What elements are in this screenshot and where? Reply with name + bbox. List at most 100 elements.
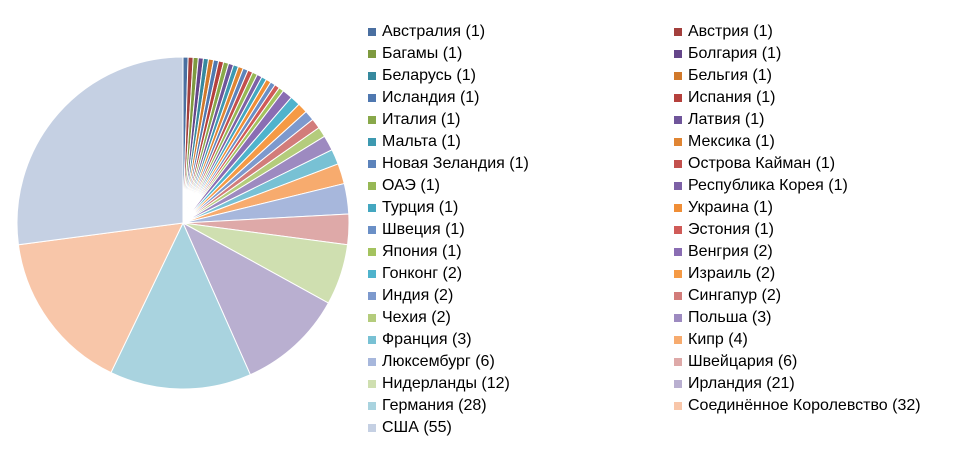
legend-item: Болгария (1) [674, 43, 781, 65]
legend-label: Сингапур (2) [688, 287, 782, 304]
legend-swatch [674, 94, 682, 102]
legend-label: Новая Зеландия (1) [382, 155, 529, 172]
legend-item: Италия (1) [368, 109, 460, 131]
legend-item: Венгрия (2) [674, 241, 773, 263]
legend-label: Индия (2) [382, 287, 454, 304]
legend-swatch [674, 50, 682, 58]
pie-slice-33 [181, 221, 330, 376]
legend-label: Республика Корея (1) [688, 177, 848, 194]
legend-item: Израиль (2) [674, 263, 775, 285]
legend-swatch [674, 160, 682, 168]
pie-chart [16, 56, 350, 390]
legend-item: Беларусь (1) [368, 65, 476, 87]
legend-item: Нидерланды (12) [368, 373, 510, 395]
legend-item: Багамы (1) [368, 43, 462, 65]
legend-swatch [368, 28, 376, 36]
pie-slice-35 [17, 222, 184, 374]
legend-item: Латвия (1) [674, 109, 764, 131]
legend-swatch [674, 204, 682, 212]
legend-item: Соединённое Королевство (32) [674, 395, 921, 417]
legend-label: Гонконг (2) [382, 265, 463, 282]
legend-label: Люксембург (6) [382, 353, 495, 370]
legend-swatch [674, 314, 682, 322]
legend-label: Мальта (1) [382, 133, 461, 150]
legend-label: Острова Кайман (1) [688, 155, 836, 172]
legend-item: Швейцария (6) [674, 351, 797, 373]
legend-swatch [674, 182, 682, 190]
legend-swatch [368, 380, 376, 388]
legend-item: Франция (3) [368, 329, 472, 351]
legend-item: Швеция (1) [368, 219, 465, 241]
legend-item: Новая Зеландия (1) [368, 153, 529, 175]
legend-item: Австрия (1) [674, 21, 773, 43]
legend-swatch [674, 248, 682, 256]
legend-item: Украина (1) [674, 197, 773, 219]
legend-item: Сингапур (2) [674, 285, 781, 307]
legend-swatch [368, 270, 376, 278]
legend-swatch [368, 226, 376, 234]
chart-legend: Австралия (1) Австрия (1) Багамы (1) Болгар… [368, 21, 958, 451]
legend-label: Багамы (1) [382, 45, 463, 62]
legend-item: Ирландия (21) [674, 373, 795, 395]
legend-swatch [368, 50, 376, 58]
legend-item: Чехия (2) [368, 307, 451, 329]
legend-item: Эстония (1) [674, 219, 774, 241]
legend-label: США (55) [382, 419, 452, 436]
legend-label: Австрия (1) [688, 23, 773, 40]
legend-item: Гонконг (2) [368, 263, 462, 285]
legend-label: Турция (1) [382, 199, 459, 216]
legend-item: Япония (1) [368, 241, 462, 263]
legend-label: Чехия (2) [382, 309, 451, 326]
legend-label: Испания (1) [688, 89, 776, 106]
legend-item: Индия (2) [368, 285, 453, 307]
legend-swatch [674, 116, 682, 124]
legend-swatch [368, 402, 376, 410]
legend-swatch [674, 358, 682, 366]
legend-label: Австралия (1) [382, 23, 486, 40]
legend-swatch [368, 116, 376, 124]
legend-label: Соединённое Королевство (32) [688, 397, 921, 414]
legend-label: Польша (3) [688, 309, 772, 326]
legend-swatch [674, 292, 682, 300]
legend-item: Исландия (1) [368, 87, 480, 109]
legend-swatch [368, 292, 376, 300]
legend-swatch [674, 270, 682, 278]
legend-label: Бельгия (1) [688, 67, 772, 84]
legend-label: Исландия (1) [382, 89, 480, 106]
legend-label: Болгария (1) [688, 45, 782, 62]
legend-label: Кипр (4) [688, 331, 748, 348]
legend-label: Мексика (1) [688, 133, 775, 150]
legend-label: Ирландия (21) [688, 375, 795, 392]
legend-label: Нидерланды (12) [382, 375, 510, 392]
legend-item: Бельгия (1) [674, 65, 772, 87]
legend-label: Швеция (1) [382, 221, 465, 238]
legend-label: Франция (3) [382, 331, 472, 348]
legend-swatch [368, 138, 376, 146]
legend-swatch [674, 28, 682, 36]
legend-label: Германия (28) [382, 397, 487, 414]
legend-swatch [368, 248, 376, 256]
legend-swatch [368, 358, 376, 366]
legend-item: Мальта (1) [368, 131, 461, 153]
legend-swatch [368, 72, 376, 80]
legend-item: Австралия (1) [368, 21, 485, 43]
legend-item: Польша (3) [674, 307, 771, 329]
legend-item: Германия (28) [368, 395, 487, 417]
legend-swatch [674, 138, 682, 146]
legend-swatch [368, 204, 376, 212]
legend-swatch [674, 72, 682, 80]
legend-item: США (55) [368, 417, 452, 439]
legend-label: Беларусь (1) [382, 67, 476, 84]
legend-label: Япония (1) [382, 243, 462, 260]
legend-item: Мексика (1) [674, 131, 775, 153]
legend-label: Украина (1) [688, 199, 773, 216]
legend-item: ОАЭ (1) [368, 175, 440, 197]
legend-item: Острова Кайман (1) [674, 153, 835, 175]
legend-swatch [368, 424, 376, 432]
legend-swatch [674, 380, 682, 388]
legend-label: Италия (1) [382, 111, 461, 128]
legend-swatch [674, 402, 682, 410]
legend-label: Израиль (2) [688, 265, 776, 282]
legend-swatch [368, 314, 376, 322]
legend-label: Эстония (1) [688, 221, 774, 238]
